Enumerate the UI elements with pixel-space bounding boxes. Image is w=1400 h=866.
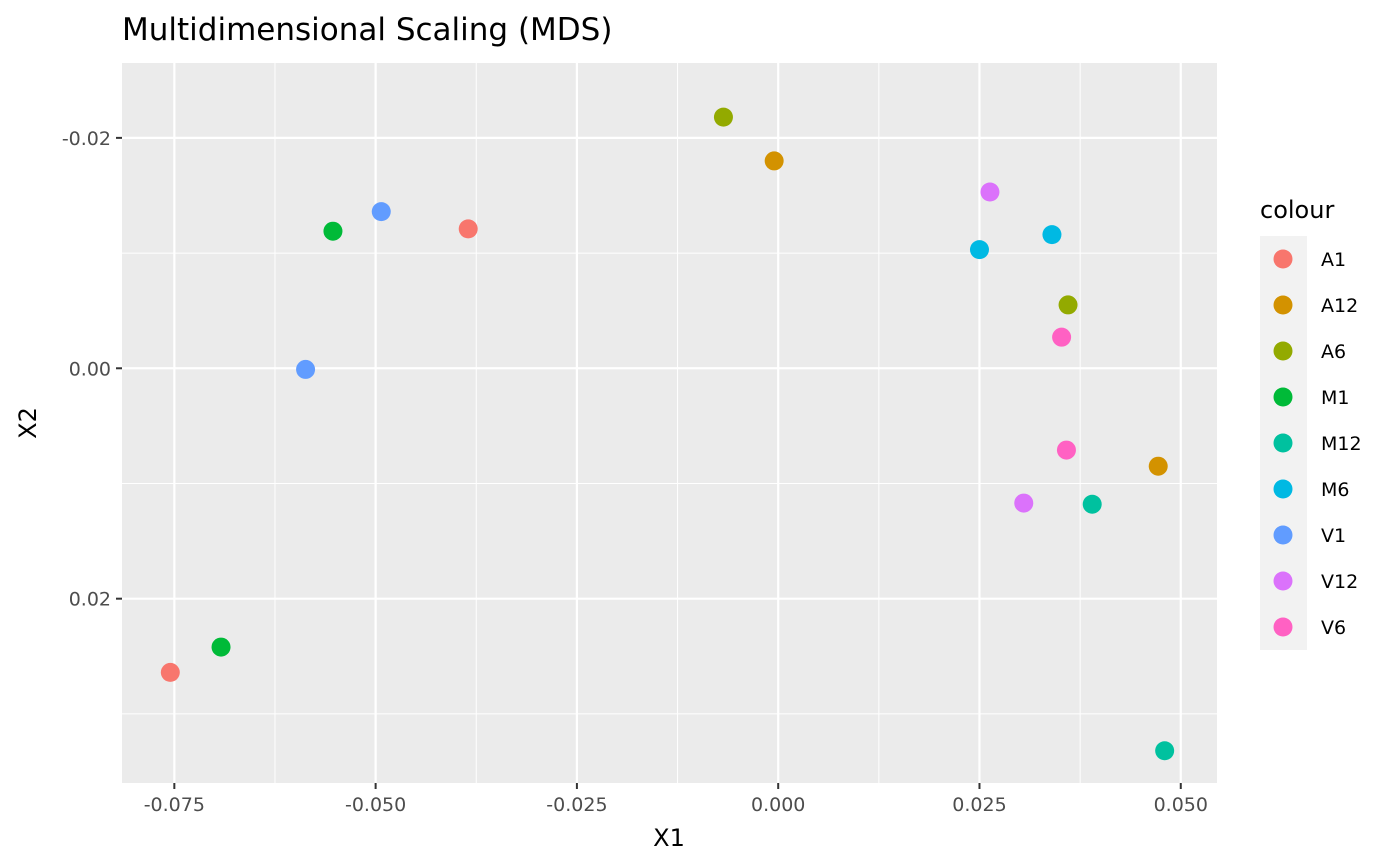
chart-title: Multidimensional Scaling (MDS)	[122, 12, 612, 48]
y-axis-ticks: -0.02 0.00 0.02	[62, 128, 122, 611]
point-m12	[1082, 494, 1102, 514]
point-v12	[980, 182, 1000, 202]
point-v6	[1056, 440, 1076, 460]
point-a1	[160, 662, 180, 682]
y-axis-title: X2	[14, 407, 42, 439]
point-m6	[1042, 225, 1062, 245]
legend-key-a12	[1273, 295, 1293, 315]
legend-key-a1	[1273, 249, 1293, 269]
x-tick-label: 0.000	[751, 794, 805, 816]
major-gridlines	[122, 63, 1217, 783]
point-a1	[458, 219, 478, 239]
point-v6	[1052, 327, 1072, 347]
x-tick-label: -0.025	[546, 794, 607, 816]
legend-label-a1: A1	[1321, 249, 1346, 271]
point-m6	[969, 240, 989, 260]
legend-title: colour	[1260, 196, 1334, 224]
legend-label-a12: A12	[1321, 295, 1358, 317]
point-a6	[1058, 295, 1078, 315]
legend-label-m6: M6	[1321, 479, 1349, 501]
legend-label-v12: V12	[1321, 571, 1358, 593]
y-tick-label: 0.00	[69, 358, 111, 380]
legend-key-a6	[1273, 341, 1293, 361]
y-tick-label: 0.02	[69, 589, 111, 611]
point-m1	[211, 637, 231, 657]
legend-key-m6	[1273, 479, 1293, 499]
point-m12	[1155, 741, 1175, 761]
point-a6	[713, 107, 733, 127]
minor-gridlines	[122, 63, 1217, 783]
legend-key-v1	[1273, 525, 1293, 545]
legend-label-a6: A6	[1321, 341, 1346, 363]
x-tick-label: -0.050	[345, 794, 406, 816]
legend-label-v6: V6	[1321, 617, 1346, 639]
legend-key-m1	[1273, 387, 1293, 407]
point-a12	[764, 151, 784, 171]
point-m1	[323, 221, 343, 241]
legend: colour A1 A12 A6 M1 M12 M6 V1 V12 V6	[1260, 196, 1362, 650]
x-axis-ticks: -0.075 -0.050 -0.025 0.000 0.025 0.050	[144, 783, 1208, 816]
legend-label-v1: V1	[1321, 525, 1346, 547]
x-tick-label: 0.050	[1154, 794, 1208, 816]
x-axis-title: X1	[653, 824, 685, 852]
legend-label-m12: M12	[1321, 433, 1362, 455]
x-tick-label: 0.025	[952, 794, 1006, 816]
point-v12	[1014, 493, 1034, 513]
point-a12	[1148, 456, 1168, 476]
legend-key-m12	[1273, 433, 1293, 453]
plot-panel	[122, 63, 1217, 783]
point-v1	[296, 359, 316, 379]
data-points	[160, 107, 1175, 761]
x-tick-label: -0.075	[144, 794, 205, 816]
legend-key-v12	[1273, 571, 1293, 591]
legend-label-m1: M1	[1321, 387, 1349, 409]
legend-key-v6	[1273, 617, 1293, 637]
point-v1	[371, 202, 391, 222]
y-tick-label: -0.02	[62, 128, 111, 150]
